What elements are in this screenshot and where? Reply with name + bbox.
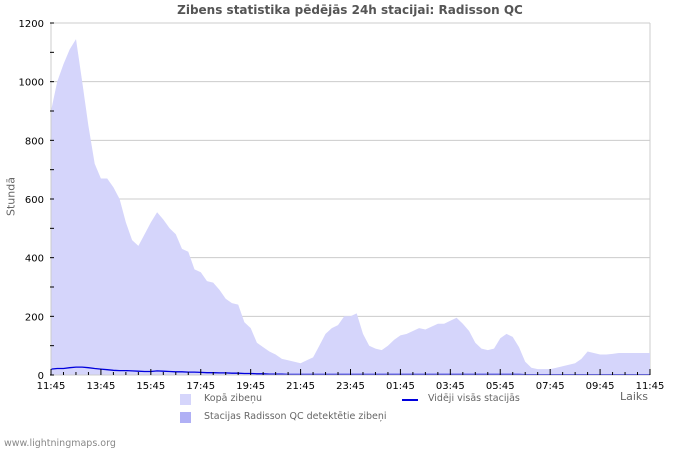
- x-tick-label: 05:45: [486, 381, 515, 392]
- x-tick-label: 03:45: [436, 381, 465, 392]
- x-tick-label: 17:45: [186, 381, 215, 392]
- chart-title: Zibens statistika pēdējās 24h stacijai: …: [177, 3, 523, 17]
- x-tick-label: 23:45: [336, 381, 365, 392]
- y-tick-label: 1200: [19, 19, 44, 30]
- x-tick-label: 11:45: [636, 381, 665, 392]
- y-tick-label: 0: [38, 371, 44, 382]
- x-tick-label: 07:45: [536, 381, 565, 392]
- x-tick-label: 09:45: [586, 381, 615, 392]
- legend-swatch-station-icon: [180, 412, 191, 423]
- legend-label-average: Vidēji visās stacijās: [428, 393, 520, 404]
- legend-label-total: Kopā zibeņu: [204, 393, 262, 404]
- area-series-total: [51, 39, 650, 375]
- y-tick-label: 1000: [19, 78, 44, 89]
- y-tick-label: 400: [25, 254, 44, 265]
- x-tick-label: 11:45: [37, 381, 66, 392]
- legend-label-station: Stacijas Radisson QC detektētie zibeņi: [204, 411, 387, 422]
- x-axis-label: Laiks: [620, 390, 649, 403]
- legend-swatch-total-icon: [180, 394, 191, 405]
- x-tick-label: 13:45: [87, 381, 116, 392]
- x-tick-label: 15:45: [136, 381, 165, 392]
- footer-source-link[interactable]: www.lightningmaps.org: [4, 438, 116, 449]
- y-tick-label: 800: [25, 136, 44, 147]
- x-tick-label: 01:45: [386, 381, 415, 392]
- y-tick-label: 200: [25, 312, 44, 323]
- y-tick-label: 600: [25, 195, 44, 206]
- x-tick-label: 19:45: [236, 381, 265, 392]
- y-axis-label: Stundā: [4, 177, 18, 216]
- x-tick-label: 21:45: [286, 381, 315, 392]
- legend-line-average-icon: [402, 399, 418, 401]
